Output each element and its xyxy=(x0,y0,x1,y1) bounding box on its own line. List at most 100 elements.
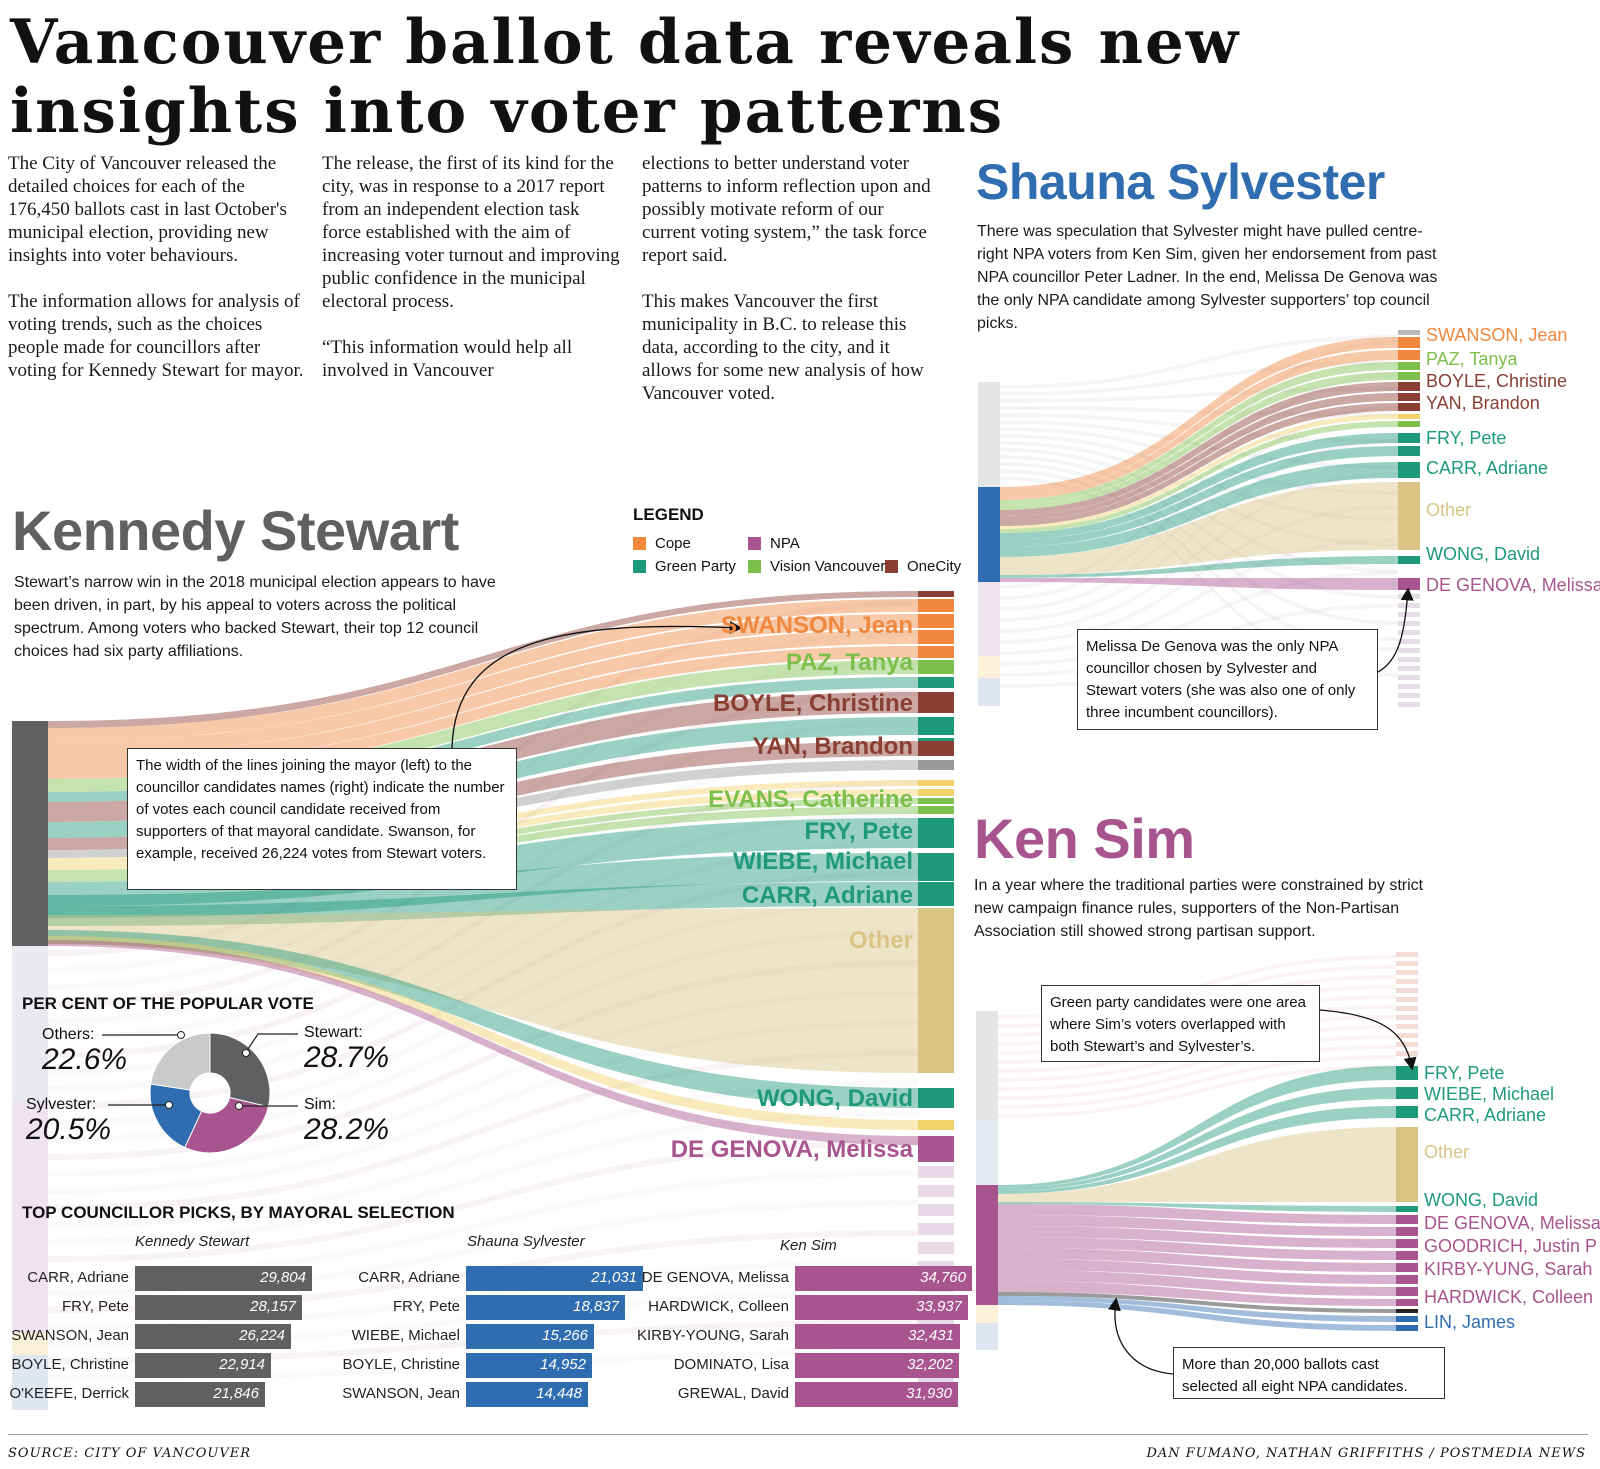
sim-target-node xyxy=(1396,1251,1418,1260)
sim-candidate-label: KIRBY-YUNG, Sarah xyxy=(1424,1259,1593,1279)
sylvester-source-segment xyxy=(978,678,1000,706)
callout-arrow xyxy=(451,621,743,749)
legend-label: OneCity xyxy=(907,558,962,575)
sylvester-target-node xyxy=(1398,350,1420,360)
sim-target-node xyxy=(1396,1127,1418,1202)
intro-column-1: The City of Vancouver released the detai… xyxy=(8,152,308,405)
sim-flow-background xyxy=(998,1045,1396,1100)
sylvester-candidate-label: SWANSON, Jean xyxy=(1426,325,1568,345)
stewart-flow-ribbon xyxy=(48,908,918,1073)
bar-row: CARR, Adriane 21,031 xyxy=(358,1266,643,1291)
sylvester-target-node xyxy=(1398,446,1420,456)
sim-target-node xyxy=(1396,1106,1418,1118)
stewart-flow-ribbon xyxy=(48,646,918,779)
sylvester-flow-ribbon xyxy=(1000,433,1398,540)
sylvester-source-segment xyxy=(978,487,1000,582)
bar-label: SWANSON, Jean xyxy=(342,1385,460,1402)
stewart-flow-background xyxy=(48,810,918,1075)
sylvester-flow-ribbon xyxy=(1000,578,1398,590)
sylvester-source-segment xyxy=(978,656,1000,678)
bar-label: CARR, Adriane xyxy=(27,1269,129,1286)
sylvester-flow-background xyxy=(1000,505,1398,644)
sim-flow-ribbon xyxy=(998,1281,1396,1306)
stewart-candidate-label: DE GENOVA, Melissa xyxy=(670,1136,913,1163)
sylvester-flow-background xyxy=(1000,406,1398,611)
bar-label: O'KEEFE, Derrick xyxy=(9,1385,129,1402)
callout-arrow xyxy=(1319,1009,1417,1071)
sim-target-node xyxy=(1396,1033,1418,1038)
bar-row: O'KEEFE, Derrick 21,846 xyxy=(9,1382,265,1407)
sim-flow-ribbon xyxy=(998,1270,1396,1296)
stewart-target-node xyxy=(918,717,954,735)
sylvester-flow-background xyxy=(1000,361,1398,396)
sylvester-flow-background xyxy=(1000,476,1398,677)
sim-target-node xyxy=(1396,961,1418,966)
sim-flow-ribbon xyxy=(998,1226,1396,1248)
sylvester-flow-lines xyxy=(1000,335,1398,688)
bar: 18,837 xyxy=(466,1295,625,1320)
headline-line-1: Vancouver ballot data reveals new xyxy=(10,7,1241,78)
bar: 14,952 xyxy=(466,1353,592,1378)
sim-source-segment xyxy=(976,1011,998,1120)
legend-label: Green Party xyxy=(655,558,736,575)
legend-swatch xyxy=(748,537,761,550)
intro-column-2: The release, the first of its kind for t… xyxy=(322,152,622,405)
sylvester-target-node xyxy=(1398,393,1420,401)
sim-flow-ribbon xyxy=(998,1237,1396,1260)
stewart-title: Kennedy Stewart xyxy=(12,499,459,562)
sylvester-candidate-label: YAN, Brandon xyxy=(1426,393,1540,413)
sylvester-flow-background xyxy=(1000,335,1398,389)
sim-flow-ribbon xyxy=(998,1127,1396,1202)
sim-target-node xyxy=(1396,1051,1418,1056)
stewart-flow-background xyxy=(48,1170,918,1279)
sylvester-flow-background xyxy=(1000,387,1398,403)
bar: 26,224 xyxy=(135,1324,291,1349)
stewart-target-node xyxy=(918,908,954,1073)
stewart-target-node xyxy=(918,760,954,770)
sylvester-flow-background xyxy=(1000,439,1398,622)
bar: 21,846 xyxy=(135,1382,265,1407)
sylvester-flow-ribbon xyxy=(1000,362,1398,505)
bar-label: BOYLE, Christine xyxy=(342,1356,460,1373)
bar-label: DOMINATO, Lisa xyxy=(673,1356,789,1373)
stewart-flow-ribbon xyxy=(48,882,918,926)
stewart-target-node xyxy=(918,614,954,628)
stewart-flow-ribbon xyxy=(48,614,918,755)
sim-candidate-label: FRY, Pete xyxy=(1424,1063,1505,1083)
legend-label: NPA xyxy=(770,535,800,552)
stewart-target-node xyxy=(918,1185,954,1197)
stewart-target-node xyxy=(918,1166,954,1178)
bar-row: WIEBE, Michael 15,266 xyxy=(352,1324,594,1349)
stewart-flow-background xyxy=(48,1110,918,1245)
sylvester-flow-ribbon xyxy=(1000,382,1398,516)
bar-value: 32,202 xyxy=(907,1356,953,1373)
stewart-flow-background xyxy=(48,960,918,1160)
stewart-target-node xyxy=(918,692,954,713)
sylvester-flow-background xyxy=(1000,472,1398,633)
sylvester-source-segment xyxy=(978,382,1000,487)
bar-label: DE GENOVA, Melissa xyxy=(641,1269,789,1286)
stewart-dek: Stewart’s narrow win in the 2018 municip… xyxy=(14,574,496,660)
stewart-candidate-label: BOYLE, Christine xyxy=(712,690,913,717)
bars-title: TOP COUNCILLOR PICKS, BY MAYORAL SELECTI… xyxy=(22,1203,455,1222)
sim-target-node xyxy=(1396,1325,1418,1331)
footer-source: SOURCE: CITY OF VANCOUVER xyxy=(8,1446,252,1461)
sylvester-flow-ribbon xyxy=(1000,414,1398,529)
sim-flow-ribbon xyxy=(998,1066,1396,1188)
bar-row: DE GENOVA, Melissa 34,760 xyxy=(642,1266,972,1291)
sylvester-flow-background xyxy=(1000,462,1398,625)
stewart-target-node xyxy=(918,1136,954,1162)
sim-callout-npa: More than 20,000 ballots cast selected a… xyxy=(1173,1347,1445,1399)
stewart-flow-ribbon xyxy=(48,940,918,1145)
callout-arrows xyxy=(451,587,1417,1375)
sylvester-flow-ribbon xyxy=(1000,350,1398,500)
sim-target-node xyxy=(1396,1299,1418,1306)
sim-target-node xyxy=(1396,1006,1418,1011)
sylvester-flow-ribbon xyxy=(1000,482,1398,575)
sylvester-candidate-label: Other xyxy=(1426,500,1472,520)
sylvester-target-node xyxy=(1398,382,1420,391)
sylvester-source-segment xyxy=(978,582,1000,656)
pie-slice xyxy=(150,1032,211,1091)
sim-source-segment xyxy=(976,1323,998,1350)
bar: 29,804 xyxy=(135,1266,312,1291)
